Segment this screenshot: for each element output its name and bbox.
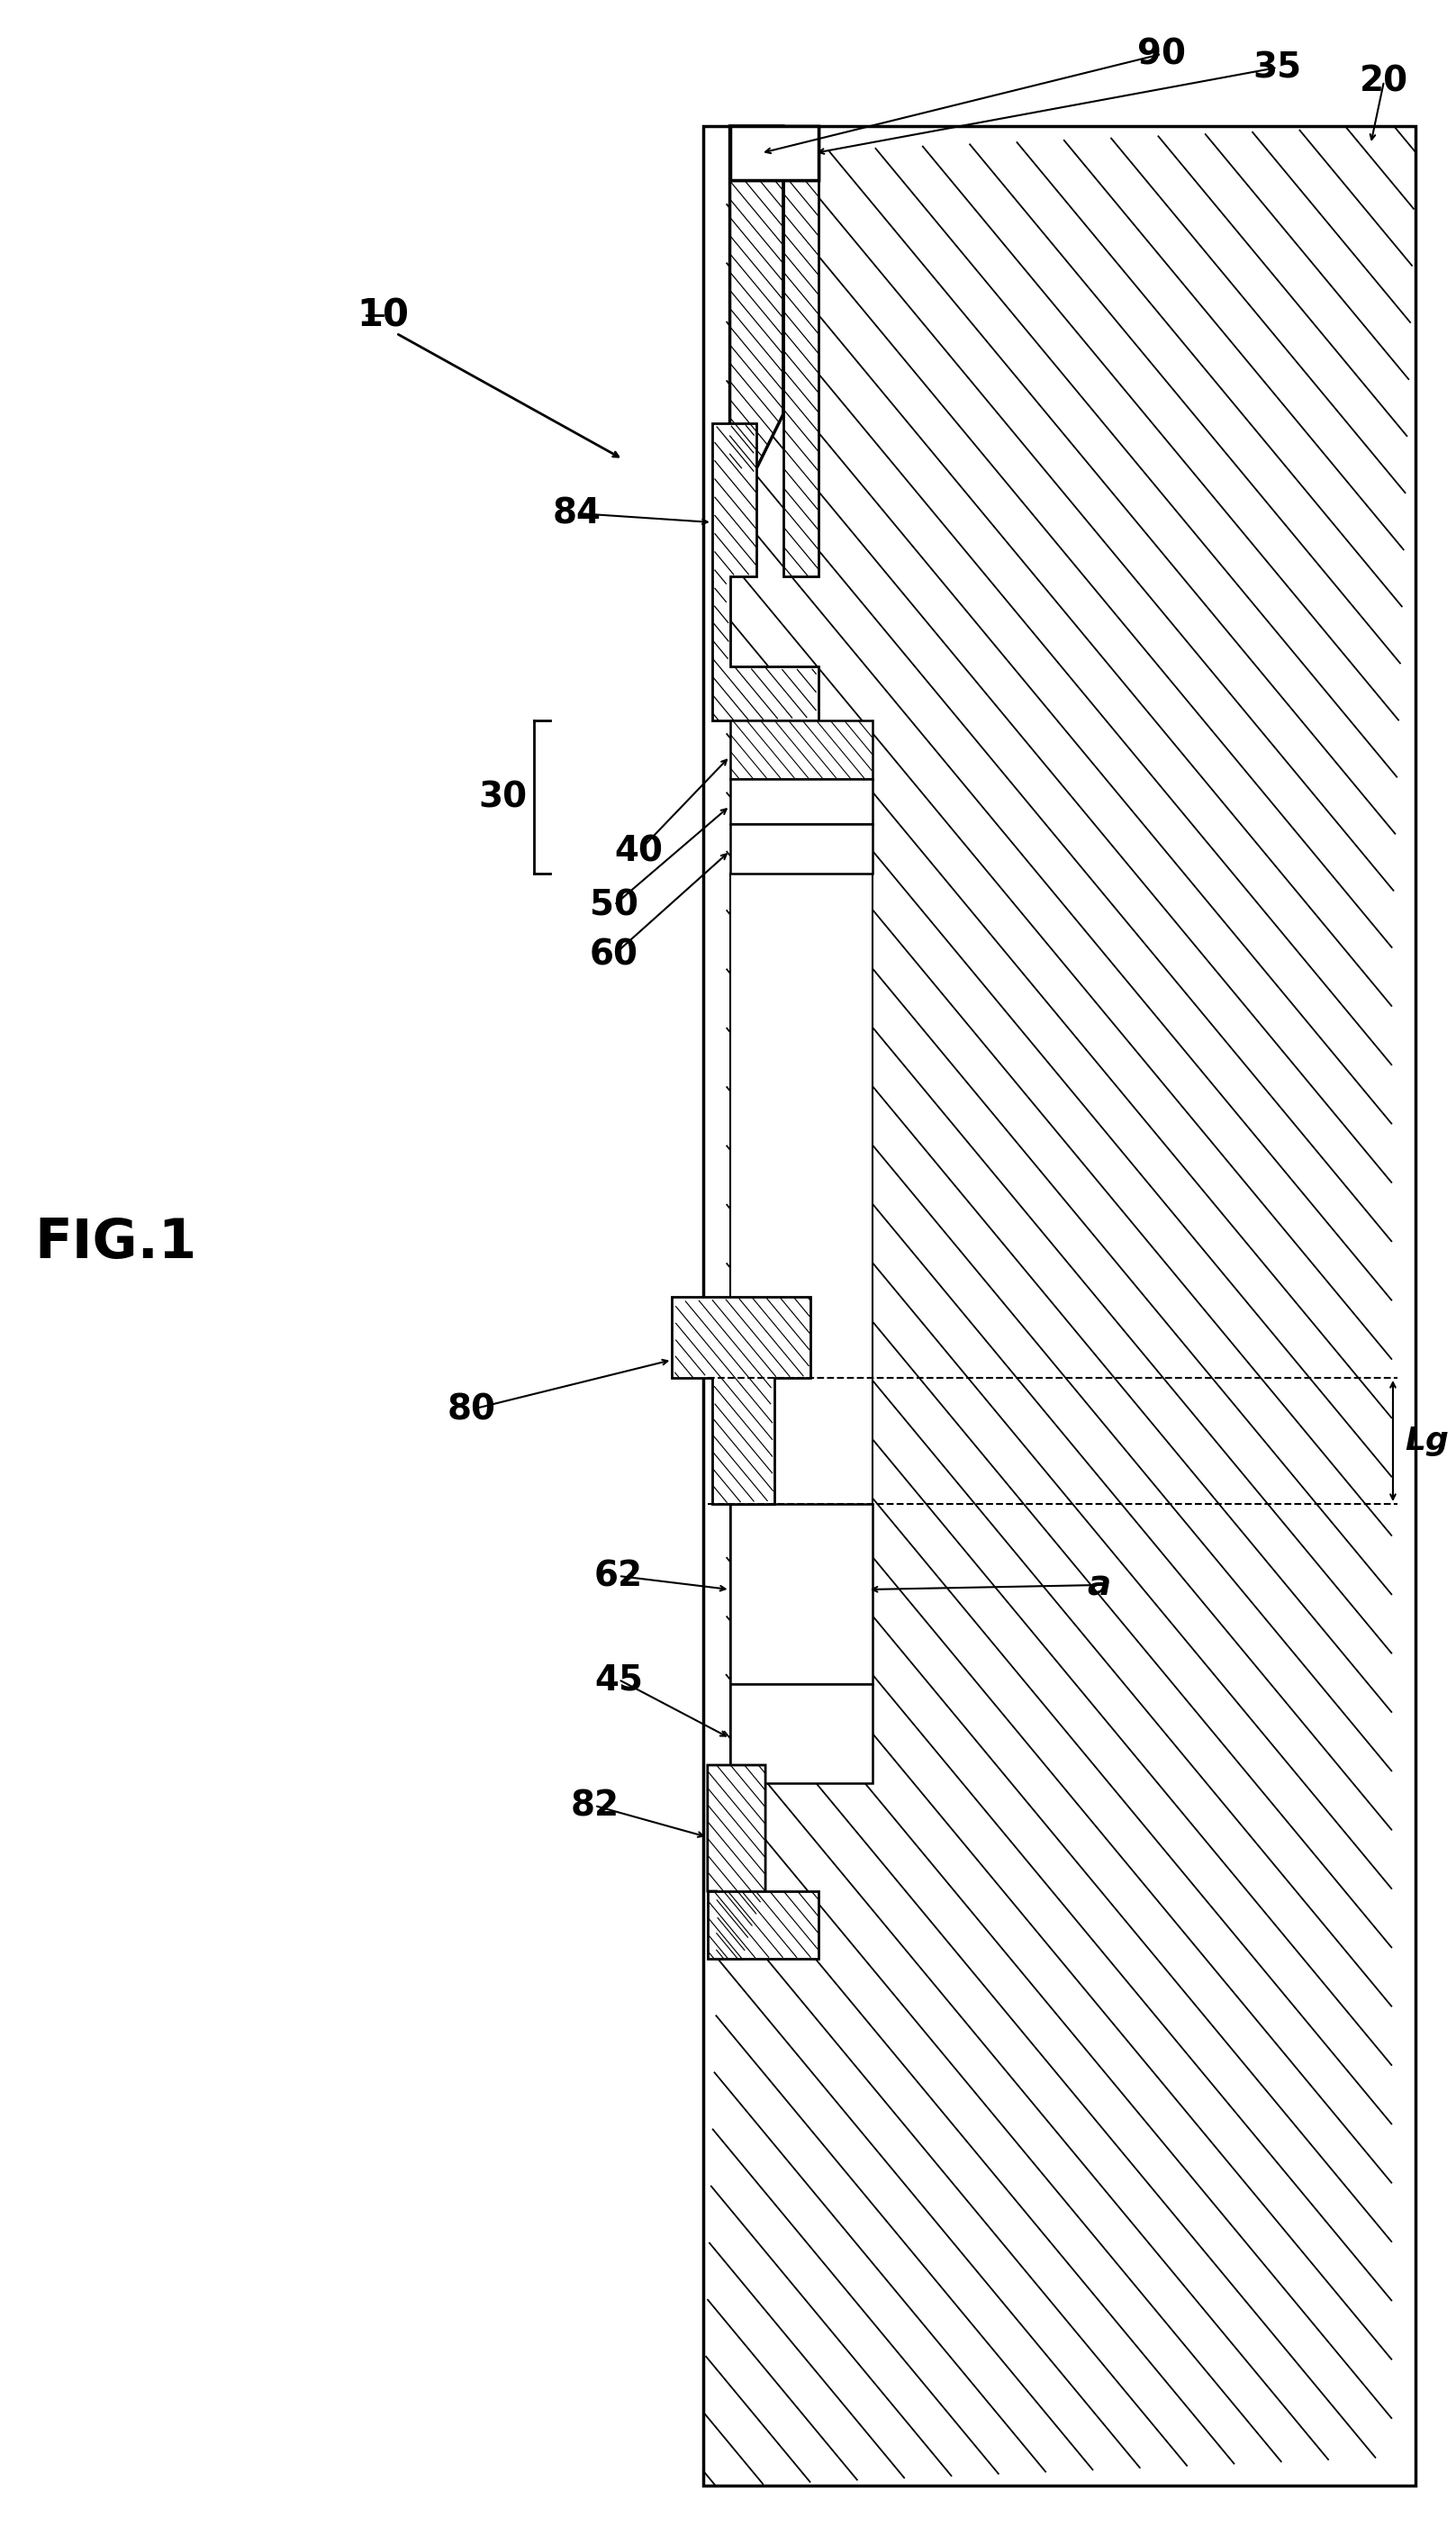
Text: Lg: Lg: [1405, 1425, 1449, 1456]
Polygon shape: [729, 126, 783, 467]
Polygon shape: [729, 778, 872, 824]
Polygon shape: [729, 1504, 872, 1683]
Text: 45: 45: [594, 1663, 644, 1696]
Polygon shape: [703, 126, 1415, 2487]
Text: 40: 40: [614, 834, 664, 869]
Polygon shape: [712, 422, 818, 720]
Text: 62: 62: [594, 1559, 644, 1592]
Polygon shape: [729, 720, 872, 778]
Text: a: a: [1088, 1567, 1111, 1602]
Text: 50: 50: [590, 887, 638, 922]
Text: 80: 80: [447, 1392, 496, 1428]
Polygon shape: [729, 824, 872, 874]
Text: 90: 90: [1137, 38, 1185, 71]
Text: 35: 35: [1252, 51, 1302, 83]
Text: 60: 60: [590, 938, 638, 973]
Polygon shape: [729, 874, 872, 1784]
Polygon shape: [729, 126, 818, 179]
Text: 20: 20: [1360, 63, 1408, 99]
Polygon shape: [673, 1296, 810, 1504]
Polygon shape: [729, 126, 818, 179]
Polygon shape: [729, 1683, 872, 1784]
Polygon shape: [783, 126, 818, 576]
Text: 10: 10: [357, 296, 409, 334]
Text: 84: 84: [552, 495, 601, 531]
Text: FIG.1: FIG.1: [35, 1215, 197, 1269]
Polygon shape: [708, 1766, 766, 1958]
Polygon shape: [708, 1890, 818, 1958]
Text: 82: 82: [571, 1789, 619, 1822]
Text: 30: 30: [479, 781, 527, 814]
